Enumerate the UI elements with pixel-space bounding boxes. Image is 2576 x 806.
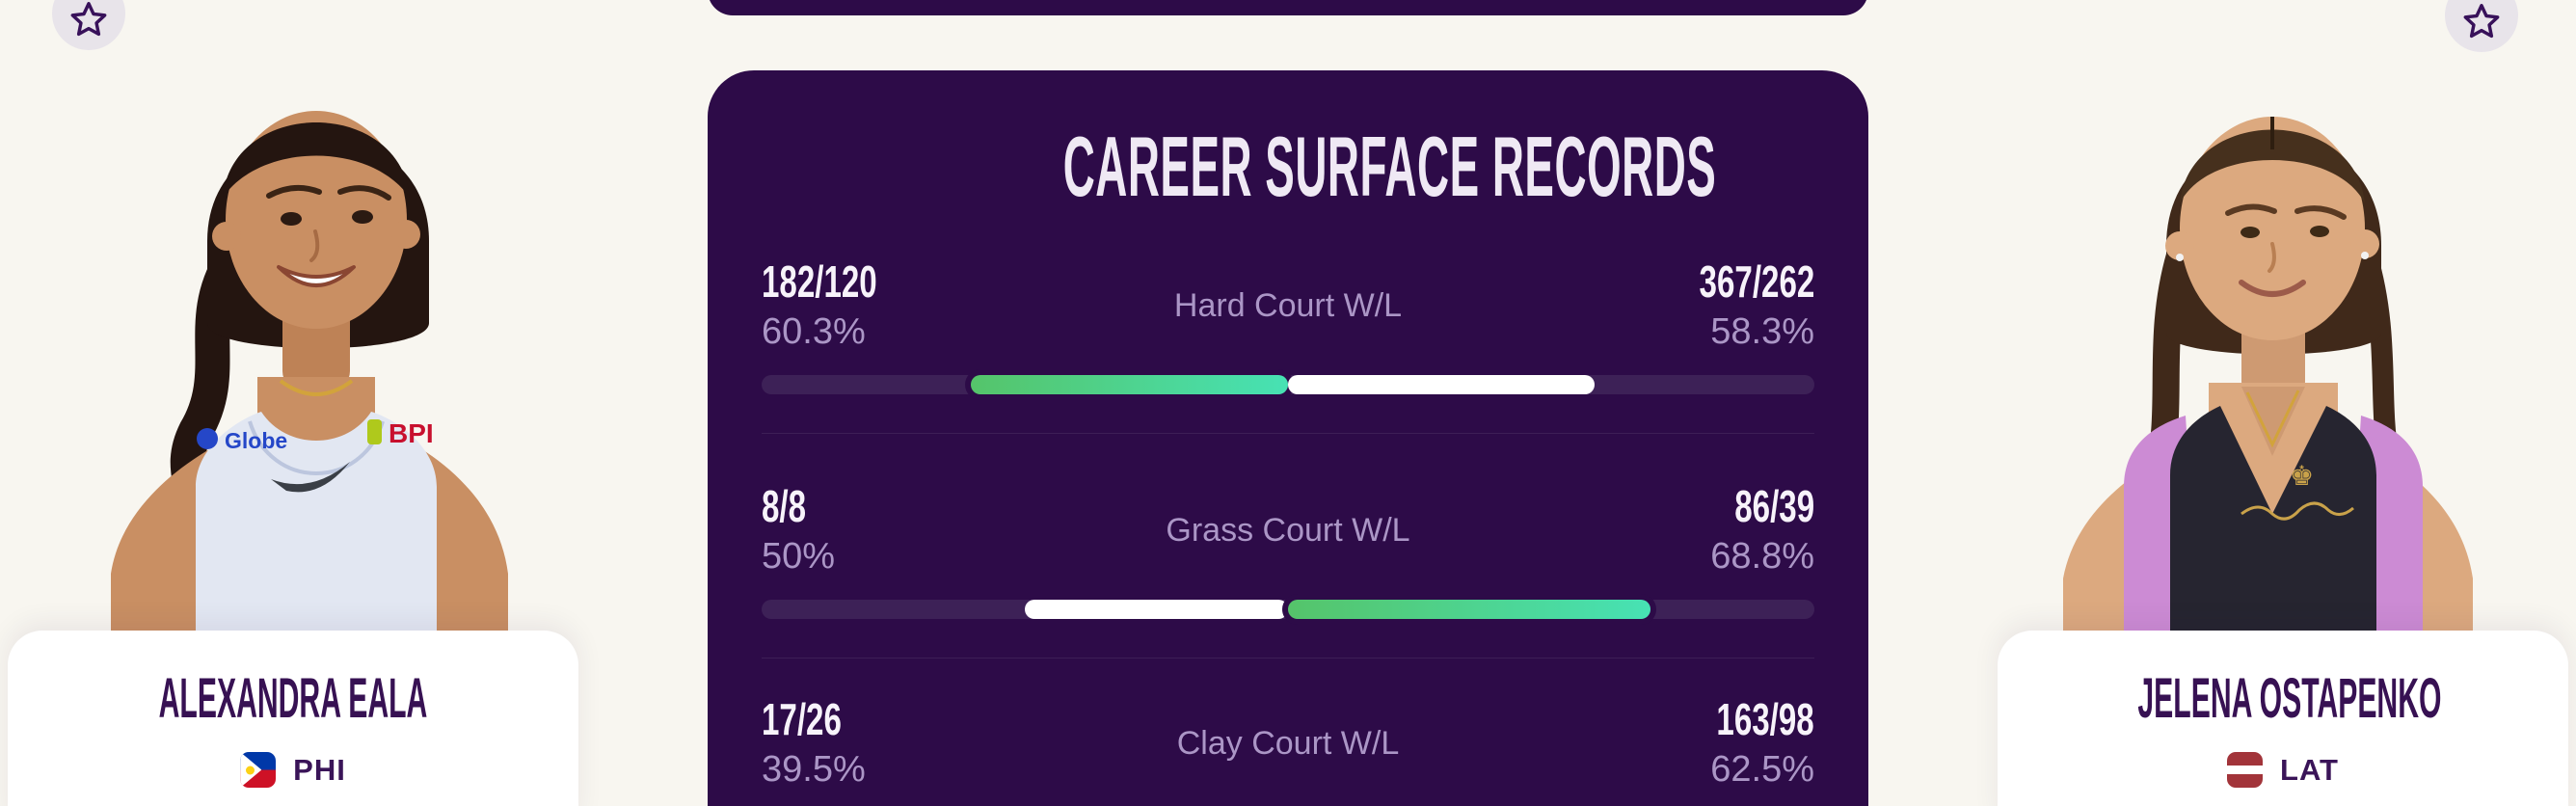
right-percentage: 62.5%: [1710, 749, 1814, 790]
country-code: PHI: [293, 752, 346, 787]
left-bar-fill: [1025, 600, 1288, 619]
surface-label: Hard Court W/L: [1173, 287, 1403, 324]
player-name: JELENA OSTAPENKO: [2137, 667, 2442, 730]
country-code: LAT: [2280, 752, 2339, 787]
player-name: ALEXANDRA EALA: [158, 667, 428, 730]
left-percentage: 60.3%: [762, 311, 866, 352]
comparison-bar: [762, 375, 1814, 394]
crown-logo-icon: ♚: [2290, 461, 2314, 491]
portrait-jelena-ostapenko: ♚: [2063, 117, 2473, 631]
sponsor-globe-text: Globe: [225, 428, 287, 453]
right-percentage: 68.8%: [1710, 536, 1814, 577]
player-nation: PHI: [8, 752, 578, 788]
surface-label: Grass Court W/L: [1166, 512, 1410, 549]
panel-title: CAREER SURFACE RECORDS: [1062, 119, 1717, 214]
left-percentage: 50%: [762, 536, 836, 577]
player-card-right: JELENA OSTAPENKO LAT: [1998, 631, 2568, 806]
player-photo-left: Globe BPI: [53, 34, 564, 631]
portrait-alexandra-eala: Globe BPI: [111, 111, 508, 631]
player-card-left: ALEXANDRA EALA PHI: [8, 631, 578, 806]
star-icon: [70, 2, 107, 37]
swoosh-icon: [271, 462, 350, 493]
stat-row-clay-court: 17/26 39.5% Clay Court W/L 163/98 62.5%: [762, 658, 1814, 806]
globe-logo-icon: [197, 428, 218, 449]
left-percentage: 39.5%: [762, 749, 866, 790]
right-bar-fill: [1288, 375, 1596, 394]
right-record: 367/262: [1699, 256, 1814, 307]
latvia-flag-icon: [2227, 752, 2264, 788]
left-record: 8/8: [762, 481, 807, 531]
right-bar-fill: [1288, 600, 1650, 619]
player-photo-right: ♚: [2010, 24, 2521, 631]
left-record: 17/26: [762, 694, 842, 744]
left-bar-fill: [970, 375, 1288, 394]
star-icon: [2463, 4, 2500, 39]
right-record: 86/39: [1734, 481, 1814, 531]
signature-logo: [2241, 501, 2354, 521]
stat-row-hard-court: 182/120 60.3% Hard Court W/L 367/262 58.…: [762, 209, 1814, 434]
left-record: 182/120: [762, 256, 877, 307]
career-surface-records-panel: CAREER SURFACE RECORDS 182/120 60.3% Har…: [708, 70, 1868, 806]
philippines-flag-icon: [240, 752, 277, 788]
player-nation: LAT: [1998, 752, 2568, 788]
previous-panel-edge: [708, 0, 1868, 15]
right-record: 163/98: [1716, 694, 1814, 744]
sponsor-bpi-text: BPI: [389, 418, 434, 448]
right-percentage: 58.3%: [1710, 311, 1814, 352]
comparison-bar: [762, 600, 1814, 619]
surface-label: Clay Court W/L: [1176, 725, 1400, 762]
stat-row-grass-court: 8/8 50% Grass Court W/L 86/39 68.8%: [762, 434, 1814, 658]
bottle-logo-icon: [367, 419, 382, 444]
